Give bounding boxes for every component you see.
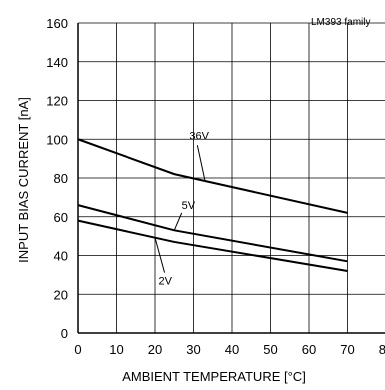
x-tick-label-40: 40	[225, 342, 239, 357]
series-leader-5V	[173, 212, 183, 231]
chart-note: LM393 family	[311, 17, 370, 28]
series-labels: 36V 5V 2V	[159, 130, 210, 287]
x-tick-label-70: 70	[340, 342, 354, 357]
series-label-2V: 2V	[159, 276, 173, 288]
x-tick-label-80: 80	[379, 342, 385, 357]
x-tick-label-60: 60	[302, 342, 316, 357]
x-tick-label-20: 20	[148, 342, 162, 357]
grid	[77, 22, 385, 334]
x-tick-label-30: 30	[186, 342, 200, 357]
series-lines	[77, 138, 348, 272]
x-tick-labels: 0 10 20 30 40 50 60 70 80	[74, 342, 385, 357]
y-tick-label-120: 120	[46, 94, 68, 109]
y-tick-label-20: 20	[54, 287, 68, 302]
series-label-leaders	[154, 145, 206, 273]
y-tick-label-100: 100	[46, 132, 68, 147]
y-axis-title: INPUT BIAS CURRENT [nA]	[16, 97, 31, 263]
series-label-36V: 36V	[189, 130, 209, 142]
y-tick-label-80: 80	[54, 171, 68, 186]
x-tick-label-0: 0	[74, 342, 81, 357]
x-tick-label-50: 50	[263, 342, 277, 357]
y-tick-label-40: 40	[54, 249, 68, 264]
series-leader-36V	[196, 145, 206, 182]
series-label-5V: 5V	[182, 200, 196, 212]
series-line-2V	[77, 219, 348, 272]
series-leader-2V	[154, 237, 166, 273]
y-tick-label-0: 0	[61, 326, 68, 341]
series-line-36V	[77, 138, 348, 214]
y-tick-label-60: 60	[54, 210, 68, 225]
y-tick-label-160: 160	[46, 16, 68, 31]
x-axis-title: AMBIENT TEMPERATURE [°C]	[122, 369, 306, 384]
y-tick-label-140: 140	[46, 55, 68, 70]
x-tick-label-10: 10	[109, 342, 123, 357]
series-line-5V	[77, 204, 348, 263]
plot-frame	[77, 23, 385, 334]
y-tick-labels: 0 20 40 60 80 100 120 140 160	[46, 16, 68, 341]
